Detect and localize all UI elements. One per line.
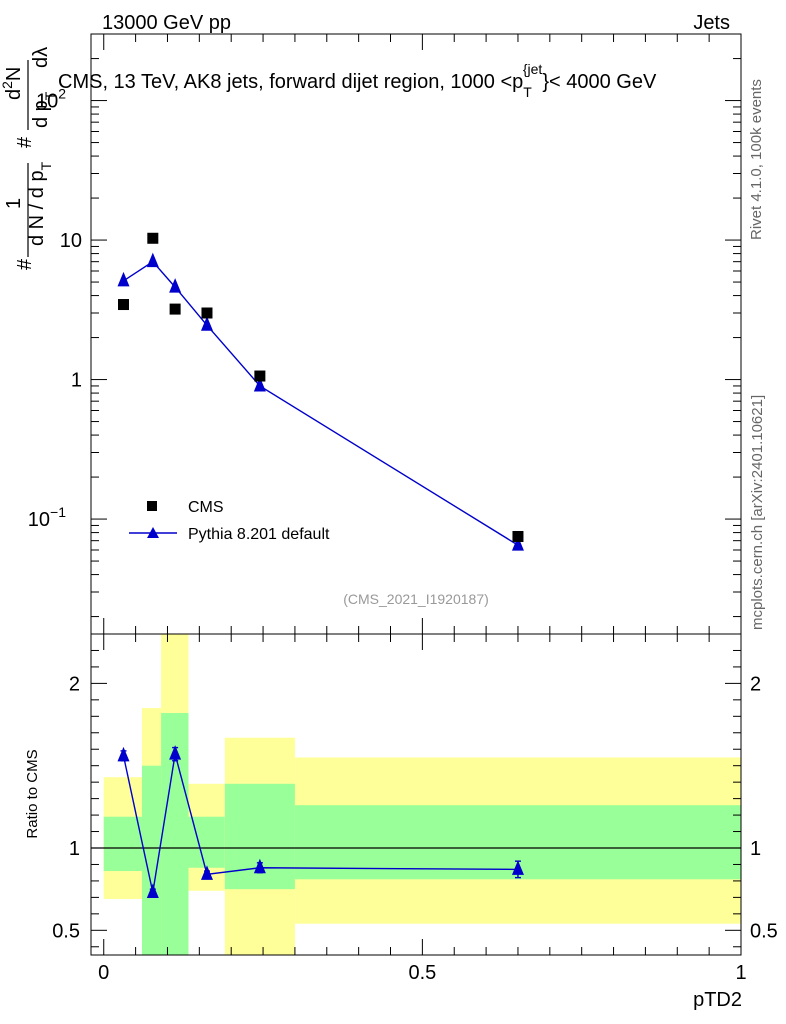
mcplots-label: mcplots.cern.ch [arXiv:2401.10621] <box>749 395 766 630</box>
mc-point <box>169 278 182 293</box>
ratio-point <box>117 746 130 762</box>
ratio-x-tick-label: 1 <box>735 962 746 984</box>
ratio-y-tick-label-right: 1 <box>750 838 761 860</box>
ratio-series-line <box>122 753 518 893</box>
main-plot: 102 10 1 10−1 CMS, 13 TeV, AK8 jets, forwar… <box>0 33 742 635</box>
cms-data-point <box>118 299 129 311</box>
ratio-y-tick-label-left: 1 <box>69 838 80 860</box>
header-energy: 13000 GeV pp <box>102 12 231 34</box>
header-category: Jets <box>693 12 730 34</box>
analysis-watermark: (CMS_2021_I1920187) <box>343 591 489 607</box>
ratio-x-tick-label: 0.5 <box>408 962 436 984</box>
legend: CMS Pythia 8.201 default <box>129 499 330 543</box>
main-x-ticks <box>103 34 742 634</box>
ylabel-one: 1 <box>3 198 25 209</box>
ratio-point <box>169 745 182 760</box>
ratio-point <box>253 858 266 874</box>
legend-cms-label: CMS <box>188 499 224 516</box>
ratio-y-tick-label-right: 2 <box>750 673 761 695</box>
main-y-ticks: 102 10 1 10−1 <box>28 33 741 618</box>
cms-data-point <box>512 530 524 542</box>
ylabel-dpt: d pT <box>30 91 58 128</box>
ratio-band-inner <box>141 765 162 955</box>
ratio-y-tick-label-left: 0.5 <box>52 920 80 942</box>
plot-title-sup: {jet <box>523 61 543 77</box>
rivet-version-label: Rivet 4.1.0, 100k events <box>748 79 765 240</box>
cms-data-point <box>169 303 181 315</box>
plot-title-tail: }< 4000 GeV <box>542 71 657 93</box>
main-y-tick-label: 10 <box>60 230 82 252</box>
main-y-tick-label: 10−1 <box>28 504 66 531</box>
ylabel-dlambda: dλ <box>30 47 52 68</box>
mc-series-line <box>123 260 519 546</box>
ratio-markers <box>117 745 524 898</box>
ylabel-hash-1: # <box>14 258 36 270</box>
ratio-y-tick-label-right: 0.5 <box>750 920 778 942</box>
ratio-y-ticks: 0.5 0.5 1 1 2 2 <box>52 649 778 948</box>
legend-cms-marker <box>147 501 157 511</box>
main-y-label: # 1 d N / d pT # d pT d2N dλ <box>0 47 58 270</box>
ratio-y-tick-label-left: 2 <box>69 673 80 695</box>
ylabel-hash-2: # <box>14 136 36 148</box>
legend-pythia-marker <box>147 527 159 538</box>
main-markers <box>117 232 524 551</box>
ratio-point <box>200 865 213 880</box>
ratio-plot: 0.5 0.51 12 2 0 0.5 1 Ratio to CMS pTD2 <box>24 633 778 1011</box>
main-y-tick-label: 102 <box>36 86 66 113</box>
mc-point <box>253 376 266 392</box>
cms-data-point <box>201 307 213 319</box>
mc-point <box>511 536 524 551</box>
main-plot-frame <box>90 33 742 635</box>
legend-pythia-label: Pythia 8.201 default <box>188 526 330 543</box>
mc-point <box>146 252 159 268</box>
mc-point <box>117 271 130 287</box>
ratio-point <box>511 860 524 875</box>
ratio-x-tick-label: 0 <box>98 962 109 984</box>
ratio-band-inner <box>103 816 142 872</box>
mc-point <box>200 316 213 331</box>
x-axis-label: pTD2 <box>693 989 742 1011</box>
ylabel-d2n: d2N <box>0 67 25 100</box>
ratio-y-label: Ratio to CMS <box>24 749 41 838</box>
ylabel-dn-dpt: d N / d pT <box>26 161 54 246</box>
cms-data-point <box>254 370 266 382</box>
plot-title: CMS, 13 TeV, AK8 jets, forward dijet reg… <box>58 61 657 100</box>
cms-data-point <box>147 232 159 244</box>
plot-title-main: CMS, 13 TeV, AK8 jets, forward dijet reg… <box>58 71 523 93</box>
ratio-point <box>146 883 159 898</box>
main-y-tick-label: 1 <box>71 370 82 392</box>
plot-title-sub: T <box>523 84 532 100</box>
ratio-plot-frame <box>90 633 742 956</box>
ratio-bands <box>103 634 741 955</box>
